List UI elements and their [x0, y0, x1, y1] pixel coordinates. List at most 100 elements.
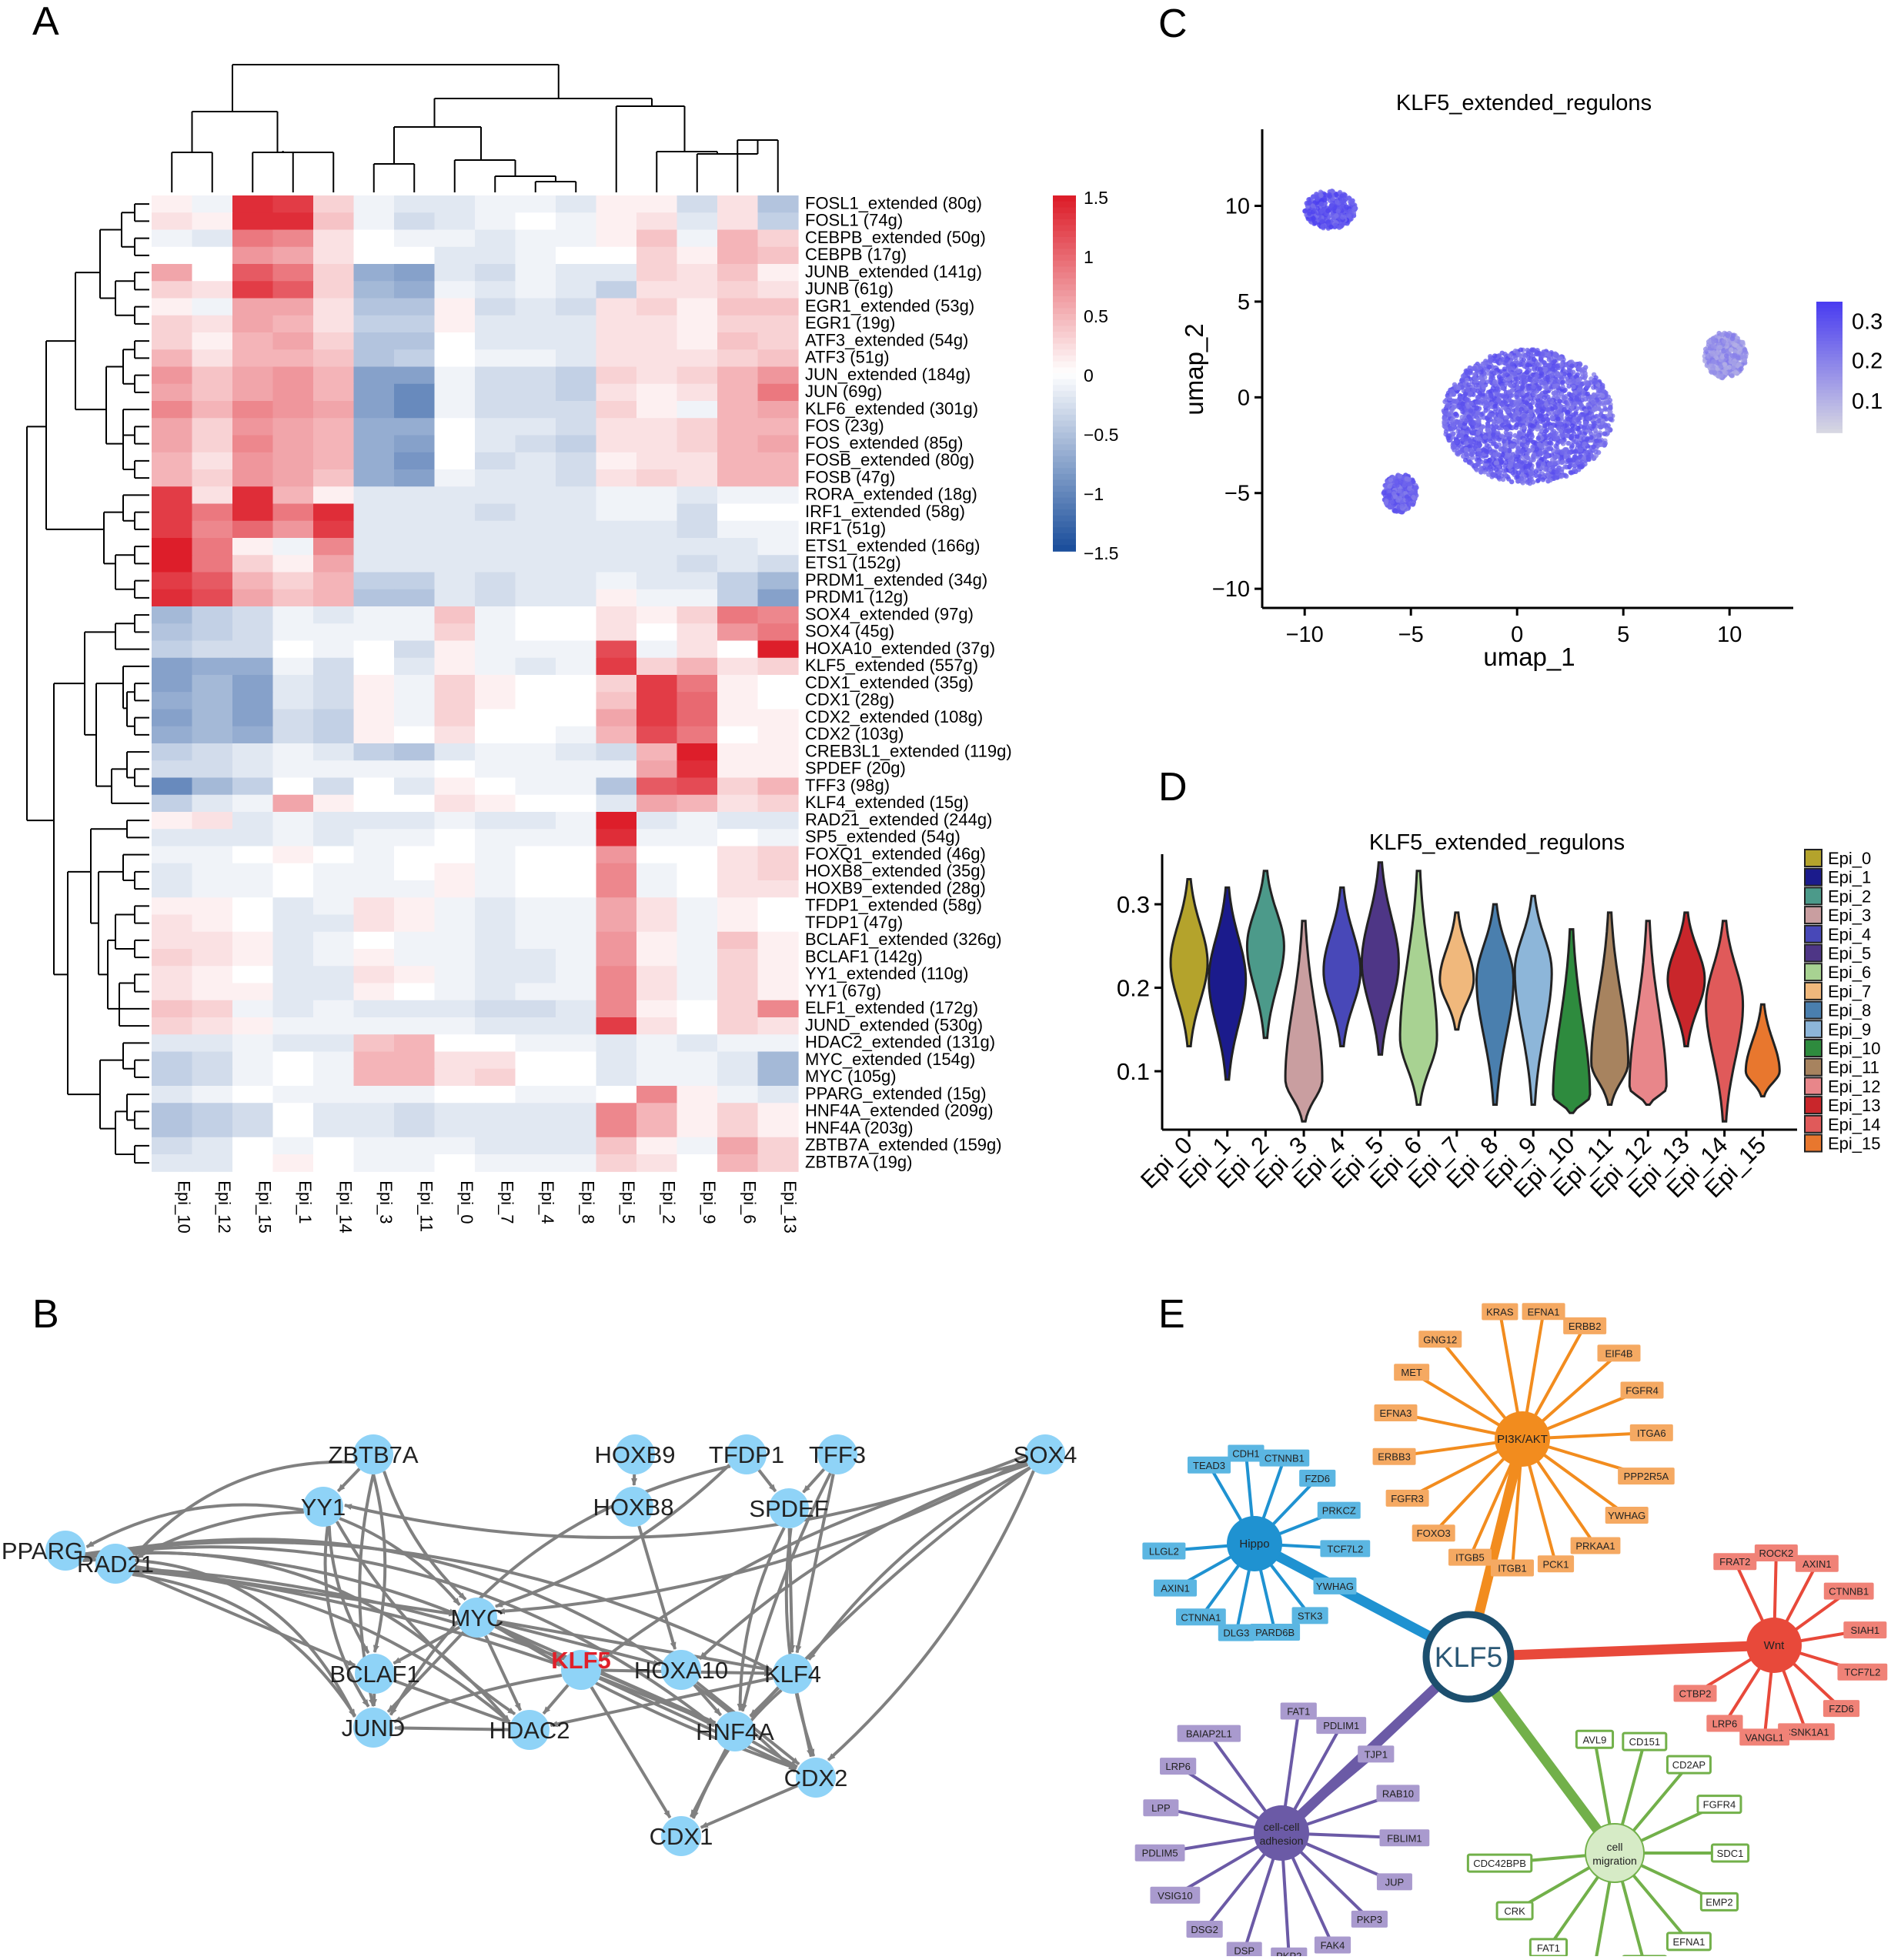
heatmap-cell — [516, 983, 556, 1001]
umap-point — [1399, 504, 1404, 509]
heatmap-cell — [232, 469, 273, 487]
umap-point — [1405, 498, 1410, 503]
heatmap-cell — [273, 1000, 314, 1018]
colorbar-segment — [1053, 255, 1076, 262]
heatmap-cell — [475, 401, 516, 419]
heatmap-cell — [152, 641, 192, 659]
heatmap-cell — [636, 675, 677, 693]
heatmap-cell — [717, 436, 758, 453]
heatmap-cell — [232, 812, 273, 830]
umap-point — [1451, 422, 1455, 427]
heatmap-cell — [273, 880, 314, 898]
heatmap-cell — [435, 897, 476, 915]
heatmap-cell — [435, 726, 476, 744]
heatmap-cell — [152, 1137, 192, 1155]
heatmap-cell — [475, 692, 516, 710]
umap-point — [1588, 424, 1592, 429]
umap-point — [1516, 352, 1521, 356]
umap-point — [1567, 451, 1572, 456]
heatmap-row-label-prdm1-12g: PRDM1 (12g) — [805, 587, 908, 606]
umap-point — [1484, 401, 1488, 406]
heatmap-cell — [232, 538, 273, 556]
heatmap-cell — [636, 846, 677, 864]
umap-point — [1719, 332, 1724, 337]
heatmap-cell — [516, 332, 556, 350]
heatmap-column-label-epi-13: Epi_13 — [780, 1180, 800, 1234]
heatmap-cell — [232, 1103, 273, 1120]
heatmap-cell — [232, 846, 273, 864]
heatmap-cell — [677, 760, 718, 778]
dendrogram-branch — [123, 495, 149, 520]
heatmap-cell — [152, 932, 192, 950]
umap-point — [1732, 361, 1736, 366]
heatmap-cell — [394, 726, 435, 744]
heatmap-cell — [313, 658, 354, 676]
colorbar-tick-label: 1 — [1084, 247, 1094, 267]
heatmap-cell — [192, 349, 233, 367]
heatmap-cell — [596, 1137, 637, 1155]
colorbar-segment — [1053, 243, 1076, 250]
heatmap-cell — [516, 606, 556, 624]
heatmap-cell — [677, 573, 718, 590]
heatmap-cell — [192, 710, 233, 727]
heatmap-cell — [152, 504, 192, 522]
heatmap-cell — [354, 212, 395, 230]
umap-point — [1545, 453, 1549, 458]
dendrogram-branch — [135, 683, 149, 700]
dendrogram-branch — [54, 683, 85, 974]
colorbar-segment — [1053, 296, 1076, 303]
umap-point — [1315, 211, 1320, 215]
colorbar-segment — [1053, 332, 1076, 339]
heatmap-cell — [758, 606, 799, 624]
heatmap-cell — [313, 1034, 354, 1052]
heatmap-cell — [152, 1052, 192, 1070]
umap-point — [1527, 368, 1532, 372]
heatmap-cell — [273, 675, 314, 693]
colorbar-segment — [1053, 249, 1076, 255]
heatmap-row-label-bclaf1-142g: BCLAF1 (142g) — [805, 947, 923, 966]
heatmap-cell — [192, 949, 233, 967]
umap-point — [1513, 433, 1518, 438]
heatmap-column-label-epi-9: Epi_9 — [700, 1180, 719, 1224]
heatmap-cell — [354, 1154, 395, 1172]
heatmap-column-label-epi-1: Epi_1 — [296, 1180, 315, 1224]
colorbar-segment — [1053, 225, 1076, 232]
umap-point — [1381, 490, 1386, 495]
heatmap-cell — [556, 264, 596, 282]
heatmap-row-label-jun-extended-184g: JUN_extended (184g) — [805, 365, 971, 384]
heatmap-cell — [394, 966, 435, 983]
heatmap-cell — [232, 692, 273, 710]
heatmap-cell — [556, 795, 596, 813]
heatmap-cell — [677, 504, 718, 522]
heatmap-cell — [596, 504, 637, 522]
heatmap-cell — [232, 401, 273, 419]
heatmap-cell — [677, 589, 718, 607]
heatmap-cell — [717, 367, 758, 385]
heatmap-cell — [717, 195, 758, 213]
heatmap-cell — [717, 675, 758, 693]
umap-point — [1535, 401, 1540, 406]
heatmap-cell — [273, 641, 314, 659]
colorbar-segment — [1053, 195, 1076, 202]
heatmap-cell — [313, 452, 354, 470]
heatmap-cell — [394, 384, 435, 402]
heatmap-cell — [475, 555, 516, 573]
umap-point — [1503, 419, 1508, 424]
heatmap-cell — [596, 726, 637, 744]
heatmap-cell — [313, 983, 354, 1001]
umap-point — [1586, 456, 1591, 461]
dendrogram-branch — [656, 152, 717, 192]
umap-point — [1723, 370, 1728, 375]
umap-point — [1558, 399, 1562, 403]
heatmap-cell — [636, 1069, 677, 1087]
heatmap-cell — [636, 538, 677, 556]
umap-point — [1492, 353, 1497, 358]
dendrogram-branch — [135, 376, 149, 392]
heatmap-cell — [556, 1120, 596, 1138]
heatmap-cell — [394, 1103, 435, 1120]
umap-point — [1444, 429, 1448, 434]
heatmap-cell — [717, 795, 758, 813]
heatmap-cell — [475, 983, 516, 1001]
umap-point — [1499, 402, 1504, 407]
